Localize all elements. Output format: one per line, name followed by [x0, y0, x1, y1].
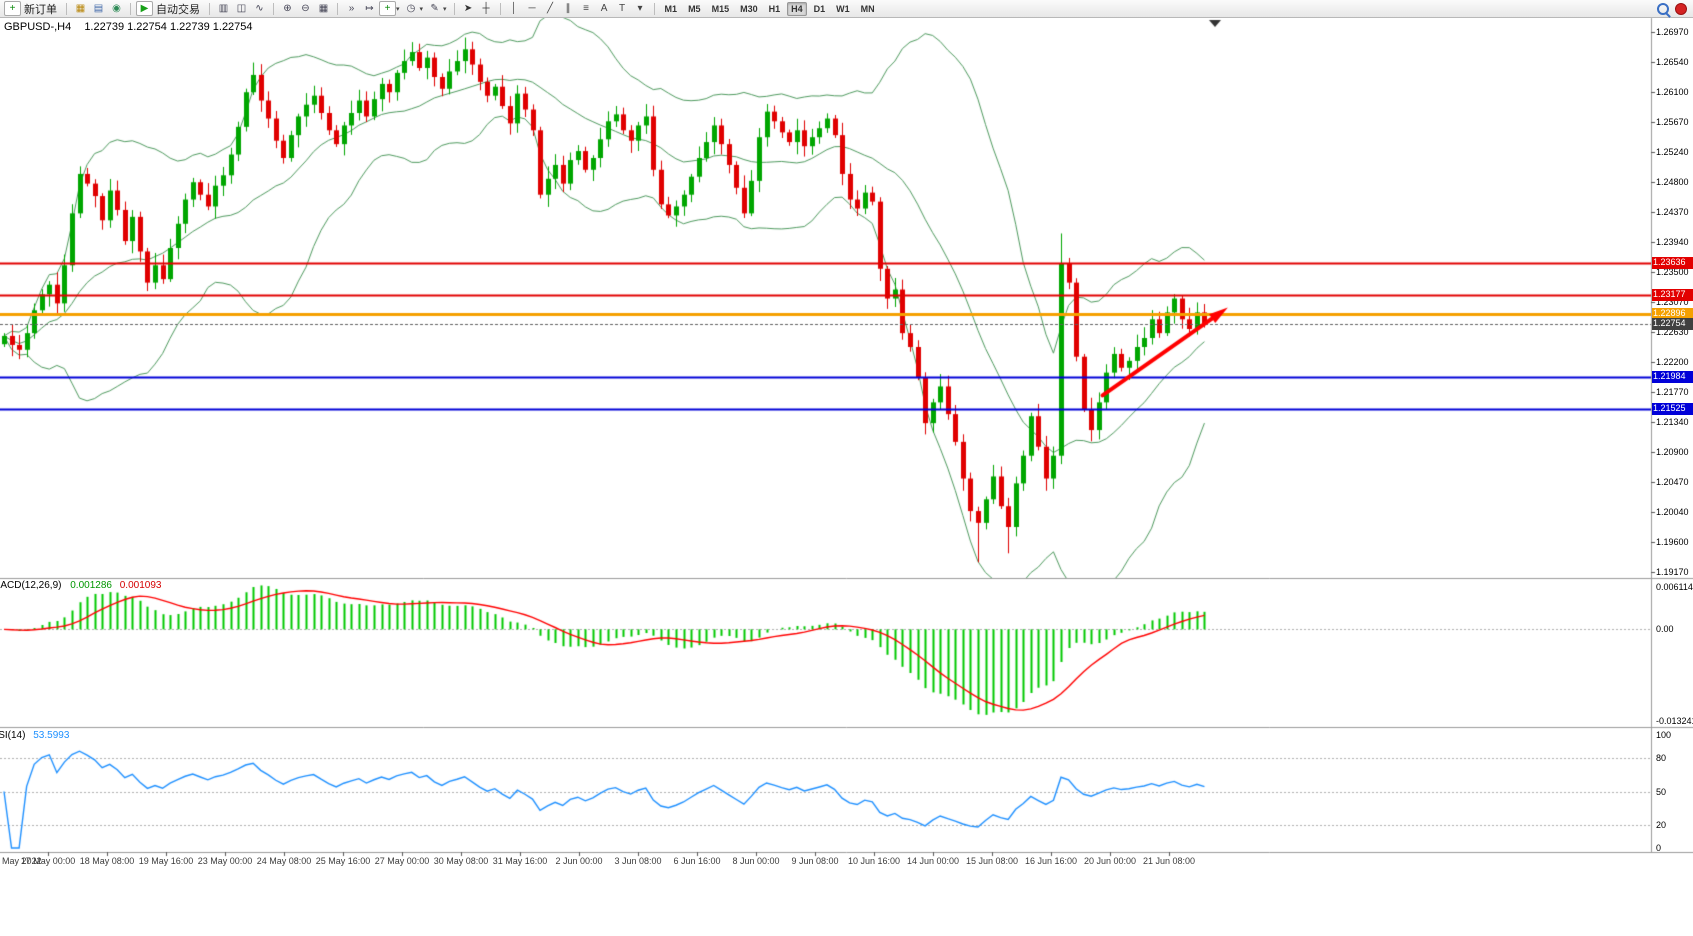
autotrading-icon[interactable]: ▶ [136, 1, 153, 16]
horizontal-line-icon[interactable]: ─ [528, 2, 536, 14]
new-order-label[interactable]: 新订单 [24, 3, 57, 16]
hline-price-badge[interactable]: 1.22896 [1652, 308, 1693, 321]
toolbar-separator [130, 2, 131, 15]
bar-chart-icon[interactable]: ▥ [218, 2, 229, 14]
macd-name: MACD(12,26,9) [0, 580, 62, 591]
symbol-label: GBPUSD-,H4 1.22739 1.22754 1.22739 1.227… [4, 21, 253, 33]
timeframe-h4-button[interactable]: H4 [787, 1, 807, 16]
vertical-line-icon[interactable]: │ [510, 2, 518, 14]
symbol-ohlc-values: 1.22739 1.22754 1.22739 1.22754 [84, 21, 253, 33]
shapes-dropdown-icon[interactable]: ▾ [637, 2, 643, 14]
search-icon[interactable] [1657, 2, 1669, 15]
cursor-icon[interactable]: ➤ [463, 2, 473, 14]
toolbar-separator [337, 2, 338, 15]
templates-icon[interactable]: ✎ [430, 2, 439, 14]
hline-price-badge[interactable]: 1.23636 [1652, 256, 1693, 269]
current-price-badge[interactable]: 1.22754 [1652, 317, 1693, 330]
timeframe-w1-button[interactable]: W1 [836, 3, 850, 14]
channel-icon[interactable]: ∥ [565, 2, 571, 14]
tile-windows-icon[interactable]: ▦ [318, 2, 329, 14]
main-toolbar: + 新订单 ▦ ▤ ◉ ▶ 自动交易 ▥ ◫ ∿ ⊕ ⊖ ▦» ↦ + ▾ ◷ ▾ ✎ ▾ ➤ ┼ │ ─ ╱ ∥ ≡ A T ▾ M1 M5… [0, 0, 1693, 18]
hline-price-badge[interactable]: 1.21984 [1652, 371, 1693, 384]
rsi-name: RSI(14) [0, 730, 26, 741]
templates-caret-icon[interactable]: ▾ [443, 5, 447, 13]
hline-price-badge[interactable]: 1.21525 [1652, 402, 1693, 415]
auto-scroll-icon[interactable]: » [348, 2, 355, 14]
zoom-out-icon[interactable]: ⊖ [301, 2, 310, 14]
chart-shift-icon[interactable]: ↦ [365, 2, 374, 14]
hline-price-badge[interactable]: 1.23177 [1652, 288, 1693, 301]
toolbar-separator [273, 2, 274, 15]
symbol-name: GBPUSD-,H4 [4, 21, 72, 33]
candlestick-icon[interactable]: ◫ [236, 2, 247, 14]
timeframe-m30-button[interactable]: M30 [740, 3, 758, 14]
timeframe-m15-button[interactable]: M15 [711, 3, 730, 14]
timeframe-m1-button[interactable]: M1 [664, 3, 678, 14]
crosshair-icon[interactable]: ┼ [482, 2, 490, 14]
navigator-icon[interactable]: ◉ [112, 2, 121, 14]
toolbar-separator [209, 2, 210, 15]
toolbar-separator [499, 2, 501, 15]
rsi-value: 53.5993 [33, 730, 70, 741]
macd-signal-value: 0.001093 [119, 580, 162, 591]
label-icon[interactable]: T [618, 2, 626, 14]
new-order-icon[interactable]: + [4, 1, 21, 16]
periods-caret-icon[interactable]: ▾ [419, 5, 424, 13]
macd-main-value: 0.001286 [70, 580, 112, 591]
timeframe-mn-button[interactable]: MN [860, 3, 875, 14]
zoom-in-icon[interactable]: ⊕ [283, 2, 292, 14]
toolbar-separator [453, 2, 455, 15]
periods-icon[interactable]: ◷ [406, 2, 416, 14]
indicators-add-icon[interactable]: + [379, 1, 396, 16]
timeframe-m5-button[interactable]: M5 [688, 3, 701, 14]
toolbar-separator [653, 2, 655, 15]
indicators-add-caret-icon[interactable]: ▾ [396, 5, 400, 13]
line-chart-icon[interactable]: ∿ [255, 2, 264, 14]
timeframe-h1-button[interactable]: H1 [768, 3, 781, 14]
rsi-indicator-label: RSI(14) 53.5993 [0, 730, 69, 741]
macd-indicator-label: MACD(12,26,9) 0.001286 0.001093 [0, 580, 161, 591]
toolbar-separator [66, 2, 67, 15]
fibonacci-icon[interactable]: ≡ [583, 2, 589, 14]
data-window-icon[interactable]: ▤ [93, 2, 104, 14]
text-icon[interactable]: A [600, 2, 608, 14]
market-watch-icon[interactable]: ▦ [75, 2, 86, 14]
alerts-icon[interactable] [1675, 2, 1687, 15]
autotrading-label[interactable]: 自动交易 [156, 3, 200, 16]
trendline-icon[interactable]: ╱ [547, 2, 554, 14]
timeframe-d1-button[interactable]: D1 [813, 3, 826, 14]
toolbar-right-group [1657, 2, 1689, 15]
